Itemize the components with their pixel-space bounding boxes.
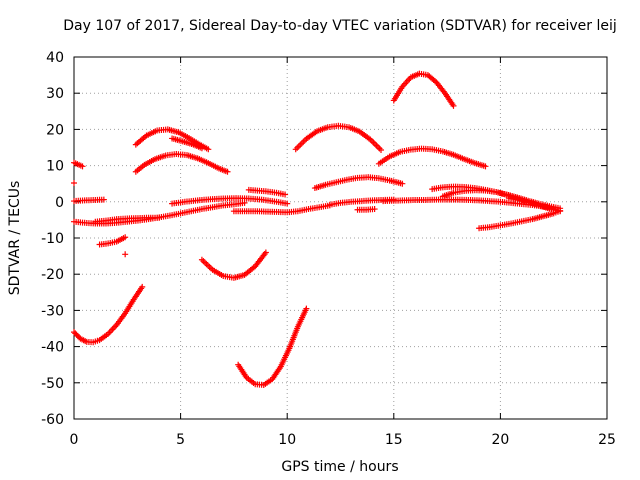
y-axis-title: SDTVAR / TECUs [7, 181, 23, 296]
data-point [399, 180, 406, 187]
series-3 [92, 214, 163, 225]
data-point [156, 214, 163, 221]
y-tick-label: -60 [41, 412, 64, 428]
series-22 [375, 145, 489, 170]
series-18 [311, 174, 406, 192]
chart-title: Day 107 of 2017, Sidereal Day-to-day VTE… [63, 18, 617, 34]
series-6 [71, 179, 77, 186]
x-axis-title: GPS time / hours [281, 459, 398, 475]
series-1 [71, 283, 146, 346]
series-15 [245, 186, 289, 198]
data-point [262, 249, 269, 256]
y-tick-label: -40 [41, 340, 64, 356]
data-point [122, 251, 129, 258]
x-tick-label: 15 [385, 432, 403, 448]
y-tick-label: -10 [41, 231, 64, 247]
series-4 [71, 196, 107, 205]
data-point [100, 196, 107, 203]
y-tick-label: 20 [46, 122, 64, 138]
data-point [198, 145, 205, 152]
series-12 [169, 195, 291, 207]
x-tick-label: 10 [278, 432, 296, 448]
y-tick-label: -50 [41, 376, 64, 392]
data-point [557, 207, 564, 214]
series-26 [476, 207, 564, 232]
data-point [282, 191, 289, 198]
data-marks [71, 70, 564, 388]
series-5 [71, 159, 86, 170]
data-point [371, 206, 378, 213]
x-tick-label: 5 [176, 432, 185, 448]
y-tick-label: -30 [41, 303, 64, 319]
series-20 [354, 206, 378, 213]
series-11 [169, 135, 205, 152]
y-tick-label: 40 [46, 50, 64, 66]
series-16 [235, 305, 310, 388]
data-point [284, 200, 291, 207]
y-tick-label: 10 [46, 159, 64, 175]
y-tick-label: 30 [46, 86, 64, 102]
x-tick-label: 20 [491, 432, 509, 448]
data-point [79, 163, 86, 170]
x-tick-label: 0 [70, 432, 79, 448]
data-point [450, 102, 457, 109]
series-27 [505, 195, 564, 214]
series-9 [132, 151, 231, 175]
data-point [205, 146, 212, 153]
series-10 [132, 126, 212, 153]
data-point [122, 234, 129, 241]
x-tick-label: 25 [598, 432, 616, 448]
grid [74, 57, 607, 419]
data-point [71, 179, 77, 186]
series-8 [122, 251, 129, 258]
axis-ticks: 0 5 10 15 20 25 -60 -50 -40 -30 -20 -10 0 10 20 30 40 [41, 50, 616, 448]
series-23 [390, 70, 457, 109]
data-point [303, 305, 310, 312]
data-point [378, 147, 385, 154]
plot-frame [73, 56, 608, 420]
y-tick-label: 0 [55, 195, 64, 211]
data-point [482, 163, 489, 170]
series-13 [198, 249, 269, 281]
data-point [224, 168, 231, 175]
series-7 [96, 234, 129, 248]
series-17 [292, 122, 385, 154]
series-14 [230, 202, 333, 216]
data-point [139, 283, 146, 290]
y-tick-label: -20 [41, 267, 64, 283]
